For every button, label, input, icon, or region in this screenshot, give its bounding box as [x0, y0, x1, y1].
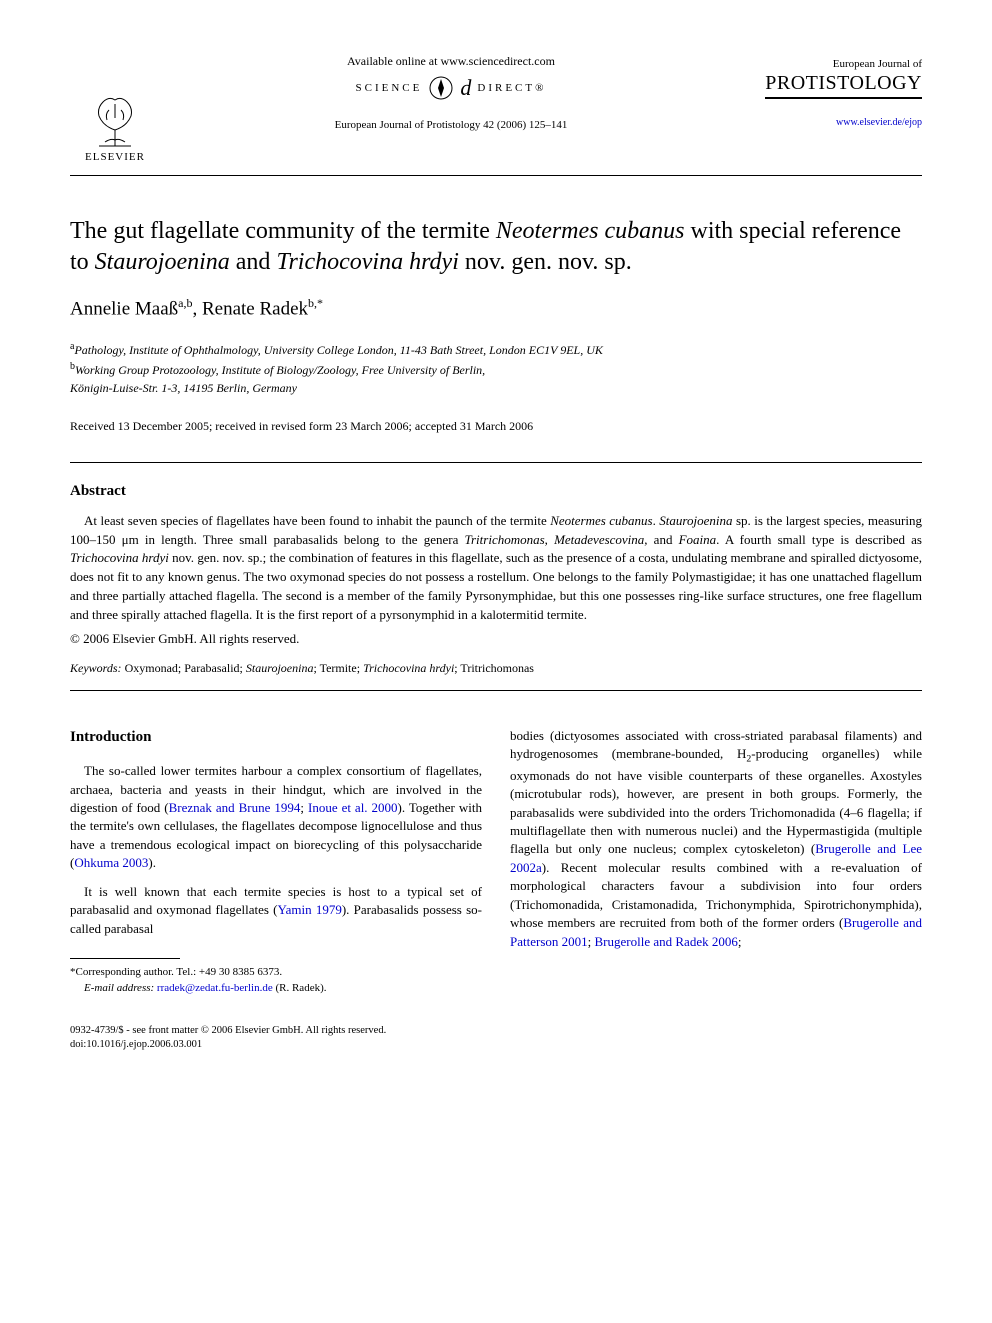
title-ital2: Staurojoenina [95, 249, 230, 275]
col2-p1b: -producing organelles) while oxymonads d… [510, 746, 922, 856]
author-2-sup: b,* [308, 296, 323, 310]
abs-it3: Tritrichomonas [464, 532, 544, 547]
kw4: Termite [320, 661, 357, 675]
corr-label: *Corresponding author. Tel.: [70, 966, 199, 978]
footer-line2: doi:10.1016/j.ejop.2006.03.001 [70, 1038, 922, 1052]
abs-p1g: nov. gen. nov. sp.; the combination of f… [70, 550, 922, 622]
journal-name-small: European Journal of [742, 58, 922, 70]
intro-link3[interactable]: Ohkuma 2003 [74, 855, 148, 870]
email-label: E-mail address: [84, 982, 154, 994]
journal-header: ELSEVIER Available online at www.science… [70, 48, 922, 176]
intro-p2: It is well known that each termite speci… [70, 883, 482, 938]
scidirect-right: DIRECT® [477, 82, 546, 94]
author-sep: , [192, 299, 202, 320]
abs-p1e: , and [644, 532, 678, 547]
journal-name-big: PROTISTOLOGY [765, 72, 922, 99]
journal-reference: European Journal of Protistology 42 (200… [160, 119, 742, 131]
intro-link2[interactable]: Inoue et al. 2000 [308, 800, 398, 815]
title-part4: nov. gen. nov. sp. [459, 249, 632, 275]
keywords-line: Keywords: Oxymonad; Parabasalid; Stauroj… [70, 661, 922, 676]
abs-p1d: , [545, 532, 554, 547]
title-part1: The gut flagellate community of the term… [70, 218, 496, 244]
abs-p1a: At least seven species of flagellates ha… [84, 513, 550, 528]
available-online-text: Available online at www.sciencedirect.co… [160, 54, 742, 69]
col2-link3[interactable]: Brugerolle and Radek 2006 [595, 934, 738, 949]
sciencedirect-logo: SCIENCE d DIRECT® [160, 75, 742, 101]
footnote-email: E-mail address: rradek@zedat.fu-berlin.d… [70, 981, 482, 996]
abs-p1f: . A fourth small type is described as [716, 532, 922, 547]
authors-line: Annelie Maaßa,b, Renate Radekb,* [70, 296, 922, 320]
keywords-label: Keywords: [70, 661, 122, 675]
corresponding-footnote: *Corresponding author. Tel.: +49 30 8385… [70, 965, 482, 996]
article-title: The gut flagellate community of the term… [70, 216, 922, 278]
aff-b-text1: Working Group Protozoology, Institute of… [75, 363, 485, 377]
author-1-name: Annelie Maaß [70, 299, 178, 320]
affiliation-b-2: Königin-Luise-Str. 1-3, 14195 Berlin, Ge… [70, 379, 922, 397]
abs-it4: Metadevescovina [554, 532, 644, 547]
elsevier-tree-icon [85, 88, 145, 148]
email-tail: (R. Radek). [273, 982, 327, 994]
author-2-name: Renate Radek [202, 299, 308, 320]
abstract-copyright: © 2006 Elsevier GmbH. All rights reserve… [70, 631, 922, 647]
journal-url[interactable]: www.elsevier.de/ejop [742, 117, 922, 128]
corr-tel: +49 30 8385 6373. [199, 966, 282, 978]
intro-link4[interactable]: Yamin 1979 [278, 902, 342, 917]
col2-p1: bodies (dictyosomes associated with cros… [510, 727, 922, 951]
title-part3: and [230, 249, 277, 275]
elsevier-label: ELSEVIER [85, 151, 145, 163]
scidirect-left: SCIENCE [356, 82, 423, 94]
page-footer: 0932-4739/$ - see front matter © 2006 El… [70, 1024, 922, 1051]
footer-line1: 0932-4739/$ - see front matter © 2006 El… [70, 1024, 922, 1038]
affiliation-a: aPathology, Institute of Ophthalmology, … [70, 339, 922, 359]
footnote-separator [70, 958, 180, 959]
abs-it2: Staurojoenina [659, 513, 732, 528]
intro-link1[interactable]: Breznak and Brune 1994 [169, 800, 301, 815]
separator-line [70, 462, 922, 463]
intro-p1b: ; [300, 800, 308, 815]
kw1: Oxymonad [125, 661, 178, 675]
kw5: Trichocovina hrdyi [363, 661, 454, 675]
kw2: Parabasalid [184, 661, 239, 675]
column-left: Introduction The so-called lower termite… [70, 727, 482, 996]
intro-p1: The so-called lower termites harbour a c… [70, 762, 482, 873]
abstract-heading: Abstract [70, 483, 922, 500]
abstract-body: At least seven species of flagellates ha… [70, 512, 922, 625]
title-ital3: Trichocovina hrdyi [276, 249, 458, 275]
abs-it1: Neotermes cubanus [550, 513, 652, 528]
separator-line-2 [70, 690, 922, 691]
email-link[interactable]: rradek@zedat.fu-berlin.de [157, 982, 273, 994]
affiliations: aPathology, Institute of Ophthalmology, … [70, 339, 922, 397]
intro-p1d: ). [148, 855, 156, 870]
publisher-logo-block: ELSEVIER [70, 48, 160, 163]
kw6: Tritrichomonas [460, 661, 534, 675]
author-1-sup: a,b [178, 296, 192, 310]
aff-a-text: Pathology, Institute of Ophthalmology, U… [74, 343, 602, 357]
affiliation-b-1: bWorking Group Protozoology, Institute o… [70, 359, 922, 379]
col2-p1d: ; [588, 934, 595, 949]
abs-it5: Foaina [679, 532, 717, 547]
kw3: Staurojoenina [246, 661, 314, 675]
body-columns: Introduction The so-called lower termite… [70, 727, 922, 996]
footnote-tel: *Corresponding author. Tel.: +49 30 8385… [70, 965, 482, 980]
col2-p1e: ; [738, 934, 742, 949]
title-ital1: Neotermes cubanus [496, 218, 685, 244]
abs-it6: Trichocovina hrdyi [70, 550, 169, 565]
introduction-heading: Introduction [70, 727, 482, 748]
article-dates: Received 13 December 2005; received in r… [70, 419, 922, 434]
column-right: bodies (dictyosomes associated with cros… [510, 727, 922, 996]
header-center: Available online at www.sciencedirect.co… [160, 48, 742, 131]
journal-title-block: European Journal of PROTISTOLOGY www.els… [742, 48, 922, 128]
compass-icon [428, 75, 454, 101]
scidirect-d: d [460, 75, 471, 101]
